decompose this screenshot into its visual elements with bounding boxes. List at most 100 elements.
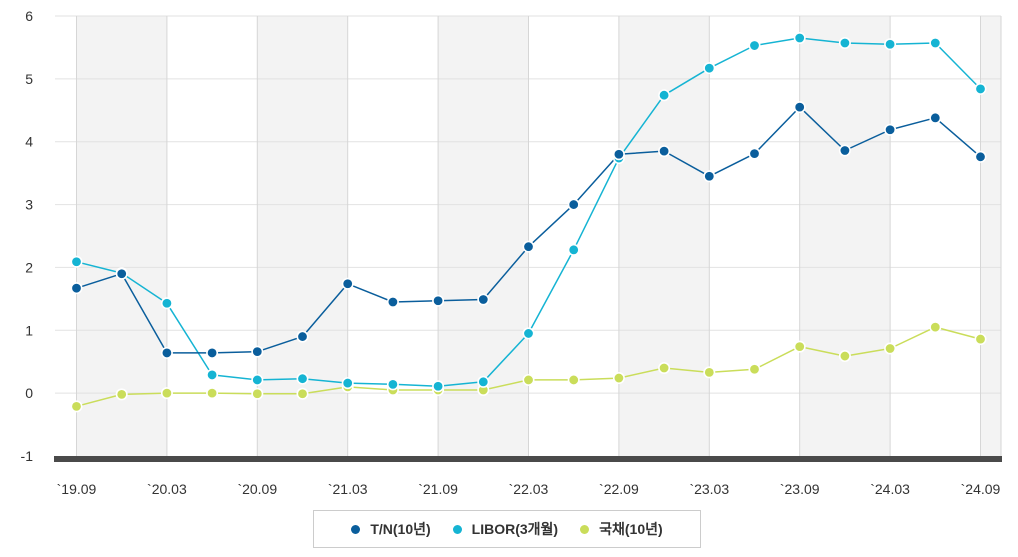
x-tick-label: `24.03 xyxy=(870,481,910,497)
data-point-series-0 xyxy=(884,123,897,136)
y-tick-label: 4 xyxy=(25,134,33,150)
data-point-series-1 xyxy=(793,31,806,44)
x-tick-label: `24.09 xyxy=(961,481,1001,497)
legend-marker-libor xyxy=(452,524,462,534)
data-point-series-1 xyxy=(838,37,851,50)
data-point-series-2 xyxy=(748,363,761,376)
data-point-series-2 xyxy=(296,387,309,400)
data-point-series-1 xyxy=(251,373,264,386)
background-band xyxy=(55,16,77,456)
data-point-series-2 xyxy=(115,388,128,401)
data-point-series-0 xyxy=(477,293,490,306)
data-point-series-1 xyxy=(432,380,445,393)
data-point-series-1 xyxy=(386,378,399,391)
data-point-series-2 xyxy=(884,342,897,355)
data-point-series-2 xyxy=(70,400,83,413)
data-point-series-1 xyxy=(929,37,942,50)
y-tick-label: 5 xyxy=(25,71,33,87)
data-point-series-1 xyxy=(477,375,490,388)
y-tick-label: 6 xyxy=(25,8,33,24)
legend-label-tn: T/N(10년) xyxy=(370,521,431,537)
x-tick-label: `20.09 xyxy=(237,481,277,497)
data-point-series-0 xyxy=(432,294,445,307)
background-band xyxy=(618,16,710,456)
data-point-series-1 xyxy=(341,377,354,390)
x-tick-label: `22.03 xyxy=(509,481,549,497)
data-point-series-0 xyxy=(703,170,716,183)
x-tick-label: `20.03 xyxy=(147,481,187,497)
legend-item-libor[interactable]: LIBOR(3개월) xyxy=(452,519,559,539)
data-point-series-2 xyxy=(793,340,806,353)
y-tick-label: 3 xyxy=(25,197,33,213)
series-points xyxy=(70,31,987,413)
data-point-series-0 xyxy=(838,144,851,157)
data-point-series-2 xyxy=(658,361,671,374)
data-point-series-1 xyxy=(70,255,83,268)
data-point-series-0 xyxy=(251,345,264,358)
x-tick-label: `22.09 xyxy=(599,481,639,497)
legend-label-kb: 국채(10년) xyxy=(599,521,663,537)
legend-marker-kb xyxy=(580,524,590,534)
data-point-series-2 xyxy=(929,321,942,334)
data-point-series-0 xyxy=(658,145,671,158)
data-point-series-0 xyxy=(115,267,128,280)
data-point-series-0 xyxy=(206,346,219,359)
data-point-series-0 xyxy=(341,277,354,290)
data-point-series-2 xyxy=(522,373,535,386)
y-tick-label: 2 xyxy=(25,259,33,275)
data-point-series-1 xyxy=(974,82,987,95)
line-chart: 6 5 4 3 2 1 0 -1 `19.09 `20.03 `20.09 `21.03 `21.09… xyxy=(21,8,1002,497)
x-tick-label: `19.09 xyxy=(57,481,97,497)
x-tick-label: `21.09 xyxy=(418,481,458,497)
x-tick-label: `21.03 xyxy=(328,481,368,497)
data-point-series-1 xyxy=(567,243,580,256)
legend-item-tn[interactable]: T/N(10년) xyxy=(351,519,431,539)
data-point-series-1 xyxy=(296,372,309,385)
data-point-series-0 xyxy=(296,330,309,343)
data-point-series-1 xyxy=(160,297,173,310)
x-axis-baseline xyxy=(54,456,1002,462)
data-point-series-0 xyxy=(386,295,399,308)
data-point-series-2 xyxy=(838,350,851,363)
background-band xyxy=(76,16,167,456)
data-point-series-0 xyxy=(567,198,580,211)
data-point-series-0 xyxy=(929,111,942,124)
x-tick-label: `23.03 xyxy=(689,481,729,497)
data-point-series-1 xyxy=(658,89,671,102)
legend: T/N(10년) LIBOR(3개월) 국채(10년) xyxy=(313,510,701,548)
legend-marker-tn xyxy=(351,524,361,534)
data-point-series-0 xyxy=(793,101,806,114)
data-point-series-2 xyxy=(251,387,264,400)
legend-label-libor: LIBOR(3개월) xyxy=(471,521,559,537)
data-point-series-0 xyxy=(70,282,83,295)
y-tick-label: -1 xyxy=(21,448,34,464)
y-tick-label: 0 xyxy=(25,385,33,401)
background-band xyxy=(528,16,619,456)
data-point-series-1 xyxy=(703,62,716,75)
data-point-series-1 xyxy=(884,38,897,51)
background-band xyxy=(166,16,258,456)
background-band xyxy=(980,16,1001,456)
data-point-series-1 xyxy=(522,327,535,340)
background-band xyxy=(799,16,891,456)
data-point-series-2 xyxy=(160,387,173,400)
background-band xyxy=(709,16,800,456)
data-point-series-2 xyxy=(612,372,625,385)
data-point-series-0 xyxy=(748,147,761,160)
data-point-series-0 xyxy=(974,150,987,163)
legend-item-kb[interactable]: 국채(10년) xyxy=(580,519,663,539)
background-band xyxy=(890,16,981,456)
x-tick-label: `23.09 xyxy=(780,481,820,497)
data-point-series-2 xyxy=(703,366,716,379)
data-point-series-2 xyxy=(206,387,219,400)
data-point-series-0 xyxy=(160,346,173,359)
data-point-series-0 xyxy=(612,148,625,161)
data-point-series-1 xyxy=(748,39,761,52)
y-tick-label: 1 xyxy=(25,322,33,338)
data-point-series-2 xyxy=(567,373,580,386)
data-point-series-0 xyxy=(522,240,535,253)
x-axis-ticks: `19.09 `20.03 `20.09 `21.03 `21.09 `22.03 `22.… xyxy=(57,481,1001,497)
data-point-series-2 xyxy=(974,333,987,346)
data-point-series-1 xyxy=(206,368,219,381)
